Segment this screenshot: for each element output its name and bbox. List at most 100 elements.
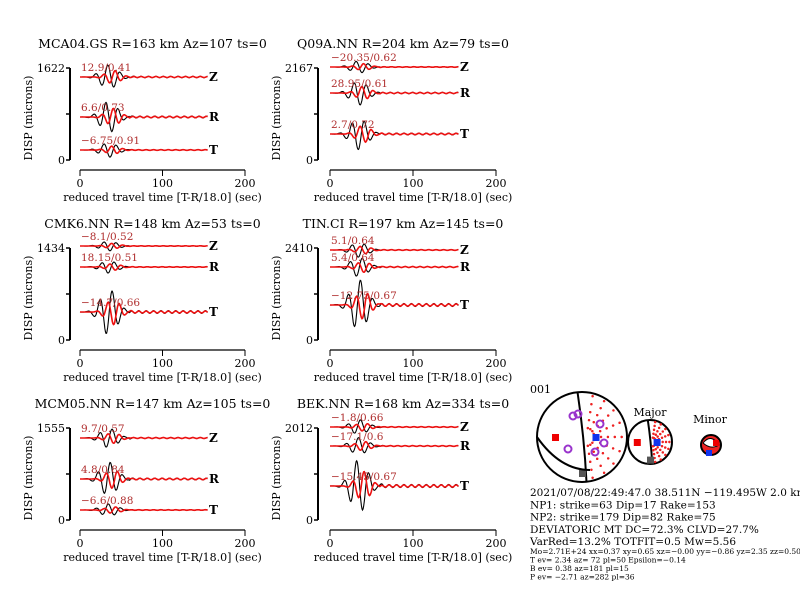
component-label: T	[209, 503, 218, 517]
synthetic-trace	[330, 62, 459, 71]
panel-title: MCM05.NN R=147 km Az=105 ts=0	[35, 396, 271, 411]
synthetic-trace	[330, 262, 459, 274]
seismogram-panel: BEK.NN R=168 km Az=334 ts=0 2012 0 DISP (mi…	[270, 396, 512, 564]
seismogram-panel: MCA04.GS R=163 km Az=107 ts=0 1622 0 DISP (…	[22, 36, 267, 204]
component-label: T	[209, 305, 218, 319]
x-tick-label: 200	[235, 177, 256, 190]
x-axis-label: reduced travel time [T-R/18.0] (sec)	[63, 191, 262, 204]
seismogram-panel: TIN.CI R=197 km Az=145 ts=0 2410 0 DISP (mi…	[270, 216, 512, 384]
synthetic-trace	[80, 107, 208, 125]
station-marker	[599, 438, 609, 448]
station-marker	[563, 444, 573, 454]
component-label: Z	[209, 239, 218, 253]
x-tick-label: 100	[152, 177, 173, 190]
y-max-label: 1622	[37, 62, 65, 75]
solution-id: 001	[530, 383, 551, 396]
synthetic-trace	[80, 69, 208, 84]
synthetic-trace	[80, 263, 208, 271]
beachball-full	[536, 391, 628, 483]
x-tick-label: 100	[152, 357, 173, 370]
fit-label: 18.15/0.51	[81, 252, 138, 264]
component-label: Z	[460, 60, 469, 74]
p-axis-marker	[592, 434, 600, 441]
y-max-label: 2410	[285, 242, 313, 255]
station-marker	[568, 411, 578, 421]
b-axis-marker	[579, 470, 586, 477]
y-max-label: 2012	[285, 422, 313, 435]
solution-line: NP2: strike=179 Dip=82 Rake=75	[530, 512, 716, 524]
synthetic-trace	[330, 125, 459, 144]
fit-label: −6.75/0.91	[81, 135, 140, 147]
component-label: T	[209, 143, 218, 157]
panel-title: Q09A.NN R=204 km Az=79 ts=0	[297, 36, 509, 51]
component-label: Z	[209, 70, 218, 84]
moment-tensor-line: B ev= 0.38 az=181 pl=15	[530, 564, 629, 573]
fit-label: −8.1/0.52	[81, 231, 133, 243]
b-axis-marker	[647, 456, 654, 464]
component-label: Z	[209, 431, 218, 445]
moment-tensor-line: T ev= 2.34 az= 72 pl=50 Epsilon=−0.14	[530, 556, 686, 565]
fit-label: 5.1/0.64	[331, 235, 375, 247]
x-axis-label: reduced travel time [T-R/18.0] (sec)	[63, 551, 262, 564]
panel-title: CMK6.NN R=148 km Az=53 ts=0	[44, 216, 260, 231]
x-tick-label: 200	[235, 537, 256, 550]
synthetic-trace	[80, 470, 208, 490]
component-label: R	[460, 86, 471, 100]
synthetic-trace	[330, 440, 459, 452]
y-min-label: 0	[306, 334, 313, 347]
x-tick-label: 100	[403, 357, 424, 370]
seismogram-panel: MCM05.NN R=147 km Az=105 ts=0 1555 0 DISP (…	[22, 396, 270, 564]
x-tick-label: 0	[327, 357, 334, 370]
station-marker	[595, 419, 605, 429]
x-tick-label: 0	[327, 537, 334, 550]
synthetic-trace	[80, 506, 208, 514]
synthetic-trace	[330, 423, 459, 432]
y-min-label: 0	[306, 154, 313, 167]
synthetic-trace	[330, 85, 459, 100]
station-marker	[590, 447, 600, 457]
beachball-minor	[700, 434, 722, 456]
y-axis-label: DISP (microns)	[270, 76, 283, 161]
solution-line: 2021/07/08/22:49:47.0 38.511N −119.495W …	[530, 487, 800, 499]
synthetic-trace	[80, 242, 208, 250]
component-label: R	[460, 439, 471, 453]
y-min-label: 0	[58, 334, 65, 347]
fit-label: −12.75/0.67	[331, 290, 397, 302]
x-tick-label: 200	[486, 357, 507, 370]
component-label: Z	[460, 243, 469, 257]
fit-label: 12.9/0.41	[81, 62, 131, 74]
y-axis-label: DISP (microns)	[270, 256, 283, 341]
y-max-label: 1434	[37, 242, 65, 255]
component-label: R	[209, 260, 220, 274]
component-label: Z	[460, 420, 469, 434]
fit-label: 9.7/0.57	[81, 423, 125, 435]
component-label: R	[209, 472, 220, 486]
y-max-label: 1555	[37, 422, 65, 435]
fit-label: 28.95/0.61	[331, 78, 388, 90]
synthetic-trace	[80, 145, 208, 155]
minor-label: Minor	[693, 413, 727, 426]
component-label: R	[460, 260, 471, 274]
observed-trace	[329, 279, 459, 328]
x-tick-label: 0	[77, 357, 84, 370]
solution-line: DEVIATORIC MT DC=72.3% CLVD=27.7%	[530, 524, 759, 536]
fit-label: −17.1/0.6	[331, 431, 384, 443]
y-max-label: 2167	[285, 62, 313, 75]
y-min-label: 0	[58, 514, 65, 527]
p-axis-marker	[653, 439, 661, 446]
y-min-label: 0	[58, 154, 65, 167]
component-label: T	[460, 298, 469, 312]
synthetic-trace	[330, 245, 459, 255]
fit-label: −15.45/0.67	[331, 471, 397, 483]
moment-tensor-line: Mo=2.71E+24 xx=0.37 xy=0.65 xz=−0.00 yy=…	[530, 547, 800, 556]
fit-label: 2.7/0.72	[331, 119, 375, 131]
fit-label: 5.4/0.64	[331, 252, 375, 264]
x-tick-label: 200	[235, 357, 256, 370]
solution-line: NP1: strike=63 Dip=17 Rake=153	[530, 499, 716, 511]
station-marker	[573, 409, 583, 419]
component-label: T	[460, 127, 469, 141]
y-axis-label: DISP (microns)	[22, 76, 35, 161]
panel-title: TIN.CI R=197 km Az=145 ts=0	[303, 216, 504, 231]
component-label: R	[209, 110, 220, 124]
